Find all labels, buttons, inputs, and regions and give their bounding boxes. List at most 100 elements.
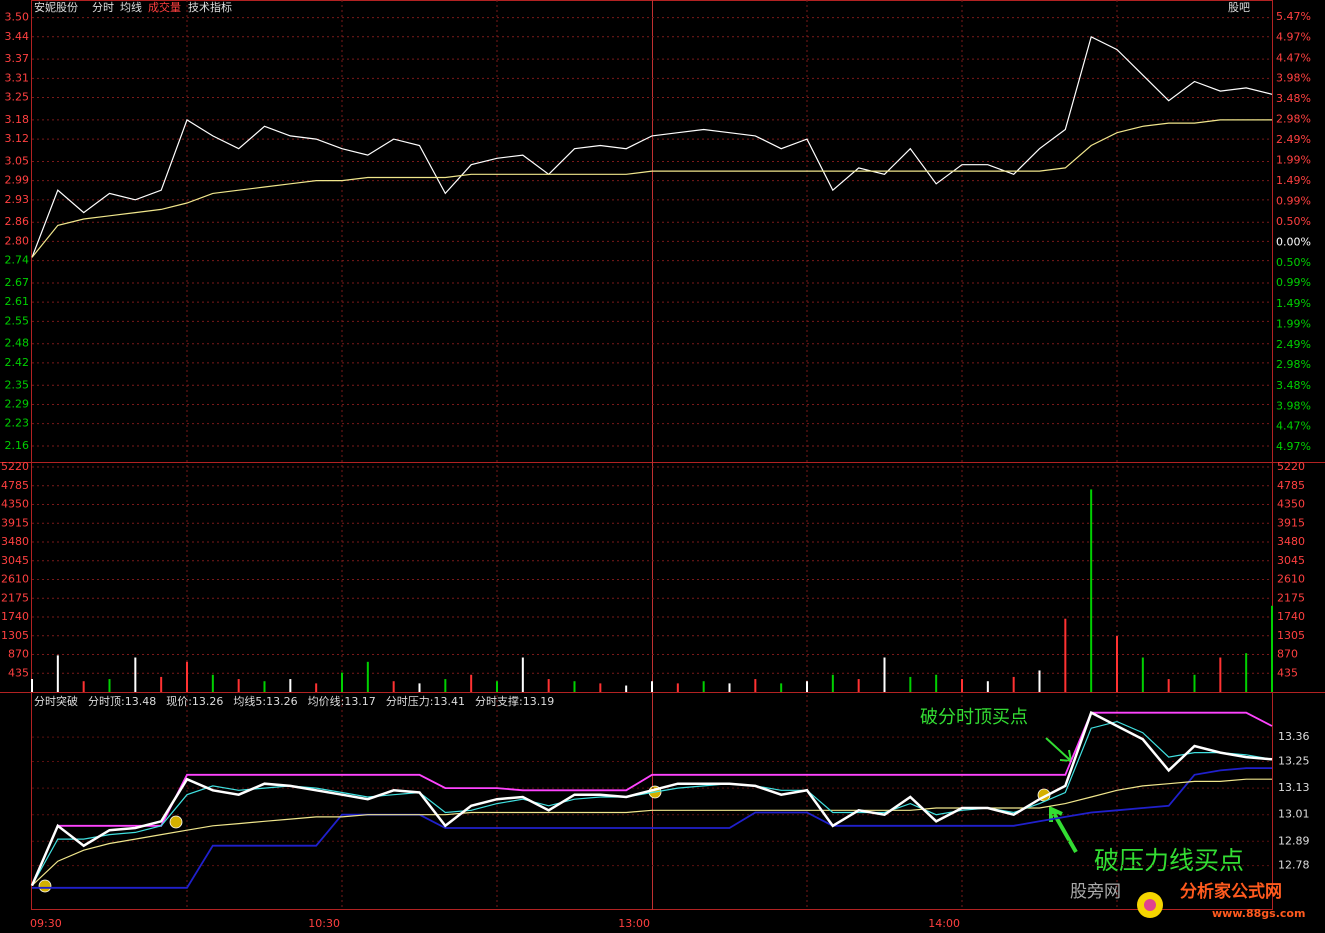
volume-bar bbox=[883, 657, 886, 692]
stock-name[interactable]: 安妮股份 bbox=[34, 0, 78, 14]
volume-bar bbox=[108, 679, 111, 692]
volume-bar bbox=[134, 657, 137, 692]
volume-bar bbox=[831, 674, 834, 692]
volume-bar bbox=[857, 679, 860, 692]
volume-bar bbox=[521, 657, 524, 692]
y2-tick-label: 1.99% bbox=[1276, 317, 1311, 330]
y2-tick-label: 3.98% bbox=[1276, 399, 1311, 412]
volume-bar bbox=[160, 676, 163, 692]
volume-bar bbox=[1141, 657, 1144, 692]
y-tick-label: 2.67 bbox=[5, 276, 30, 289]
volume-bar bbox=[651, 681, 653, 692]
y-tick-label: 870 bbox=[8, 648, 29, 661]
y2-tick-label: 4.47% bbox=[1276, 420, 1311, 433]
x-tick-label: 10:30 bbox=[308, 917, 340, 930]
y-tick-label: 3.37 bbox=[5, 52, 30, 65]
y2-tick-label: 0.99% bbox=[1276, 276, 1311, 289]
time-gridlines bbox=[186, 0, 1118, 910]
volume-bar bbox=[1038, 670, 1041, 692]
series-line bbox=[31, 720, 1273, 886]
y-tick-label: 1740 bbox=[1, 610, 29, 623]
volume-bar bbox=[676, 683, 679, 692]
volume-bar bbox=[780, 683, 783, 692]
y-tick-label: 5220 bbox=[1277, 460, 1305, 473]
volume-bar bbox=[547, 679, 550, 692]
y2-tick-label: 0.50% bbox=[1276, 256, 1311, 269]
y-tick-label: 870 bbox=[1277, 648, 1298, 661]
legend-item: 现价:13.26 bbox=[166, 695, 223, 708]
volume-bar bbox=[263, 681, 266, 692]
series-line bbox=[31, 711, 1273, 886]
y-tick-label: 3.31 bbox=[5, 71, 30, 84]
y2-tick-label: 2.98% bbox=[1276, 113, 1311, 126]
y-tick-label: 2.23 bbox=[5, 417, 30, 430]
series-line bbox=[31, 119, 1272, 258]
y2-tick-label: 1.49% bbox=[1276, 297, 1311, 310]
y-tick-label: 3915 bbox=[1, 516, 29, 529]
annotation: 破压力线买点 bbox=[1094, 846, 1244, 875]
y2-tick-label: 2.49% bbox=[1276, 338, 1311, 351]
y2-tick-label: 1.99% bbox=[1276, 153, 1311, 166]
logo-flower bbox=[1137, 892, 1163, 918]
y-tick-label: 13.36 bbox=[1278, 730, 1310, 743]
url: www.88gs.com bbox=[1212, 907, 1305, 920]
volume-bar bbox=[315, 683, 318, 692]
y-tick-label: 2.35 bbox=[5, 378, 30, 391]
volume-bar bbox=[1245, 653, 1248, 692]
volume-bar bbox=[909, 676, 912, 692]
volume-bar bbox=[211, 674, 214, 692]
y-tick-label: 3.18 bbox=[5, 113, 30, 126]
x-tick-label: 13:00 bbox=[618, 917, 650, 930]
y-tick-label: 12.89 bbox=[1278, 834, 1310, 847]
series-line bbox=[31, 35, 1273, 258]
volume-bar bbox=[702, 681, 705, 692]
series-line bbox=[31, 778, 1272, 887]
volume-bar bbox=[728, 683, 731, 692]
y-tick-label: 2.80 bbox=[5, 234, 30, 247]
y2-tick-label: 3.98% bbox=[1276, 71, 1311, 84]
volume-bar bbox=[366, 661, 369, 692]
tab[interactable]: 均线 bbox=[120, 0, 142, 14]
volume-bar bbox=[418, 683, 421, 692]
y2-tick-label: 1.49% bbox=[1276, 174, 1311, 187]
y-tick-label: 2.93 bbox=[5, 193, 30, 206]
legend-item: 均线5:13.26 bbox=[233, 694, 297, 708]
y-tick-label: 1740 bbox=[1277, 610, 1305, 623]
y-tick-label: 4350 bbox=[1277, 498, 1305, 511]
y-tick-label: 3480 bbox=[1277, 535, 1305, 548]
y-tick-label: 3915 bbox=[1277, 516, 1305, 529]
tab[interactable]: 成交量 bbox=[148, 0, 181, 14]
tab[interactable]: 分时 bbox=[92, 1, 114, 14]
legend-item: 均价线:13.17 bbox=[308, 694, 376, 708]
logo: 分析家公式网 bbox=[1180, 881, 1282, 902]
y-tick-label: 2.48 bbox=[5, 337, 30, 350]
y-tick-label: 3045 bbox=[1277, 554, 1305, 567]
y-tick-label: 2.55 bbox=[5, 314, 30, 327]
volume-bar bbox=[56, 655, 59, 692]
volume-bar bbox=[573, 681, 576, 692]
y2-tick-label: 3.48% bbox=[1276, 379, 1311, 392]
tab[interactable]: 技术指标 bbox=[188, 0, 232, 14]
volume-bar bbox=[1193, 674, 1196, 692]
volume-bar bbox=[754, 679, 757, 692]
y2-tick-label: 4.47% bbox=[1276, 51, 1311, 64]
y-tick-label: 2175 bbox=[1, 591, 29, 604]
y2-tick-label: 0.00% bbox=[1276, 235, 1311, 248]
y-tick-label: 4785 bbox=[1, 479, 29, 492]
header: 安妮股份 分时 均线 成交量 技术指标 股吧 bbox=[34, 0, 1250, 14]
volume-bar bbox=[341, 672, 343, 692]
volume-bar bbox=[599, 683, 602, 692]
legend-item: 分时顶:13.48 bbox=[88, 695, 156, 708]
y-tick-label: 3.12 bbox=[5, 132, 30, 145]
y2-tick-label: 2.98% bbox=[1276, 358, 1311, 371]
y-tick-label: 2.86 bbox=[5, 215, 30, 228]
y-tick-label: 5220 bbox=[1, 460, 29, 473]
y-tick-label: 3480 bbox=[1, 535, 29, 548]
y-tick-label: 13.01 bbox=[1278, 808, 1310, 821]
forum-link[interactable]: 股吧 bbox=[1228, 1, 1250, 14]
volume-bar bbox=[470, 674, 473, 692]
y2-tick-label: 0.99% bbox=[1276, 195, 1311, 208]
y-tick-label: 4785 bbox=[1277, 479, 1305, 492]
frame bbox=[0, 0, 1325, 910]
series-line bbox=[32, 767, 1272, 889]
